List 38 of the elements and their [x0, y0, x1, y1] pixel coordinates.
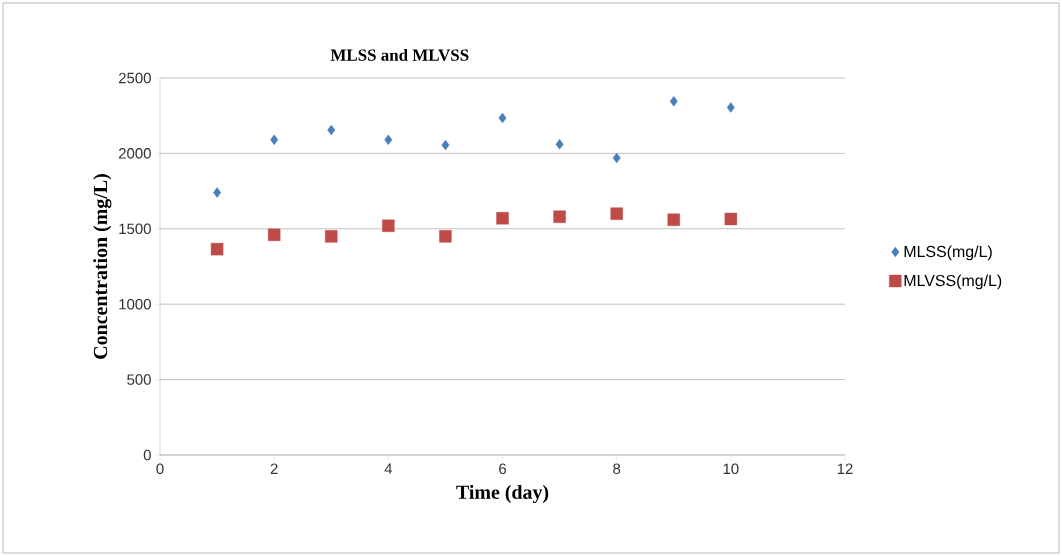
- x-tick-label: 2: [270, 463, 278, 474]
- y-tick-label: 2500: [119, 72, 151, 84]
- x-tick-label: 8: [613, 463, 621, 475]
- x-tick-label: 6: [499, 463, 507, 475]
- x-tick-label: 4: [384, 463, 393, 474]
- point: [669, 96, 678, 107]
- point: [213, 187, 222, 198]
- x-tick-label: 0: [156, 463, 164, 475]
- point: [726, 102, 735, 113]
- legend-label: MLSS(mg/L): [904, 245, 992, 261]
- x-axis-title: Time (day): [456, 484, 549, 504]
- y-tick-label: 500: [127, 374, 151, 385]
- point: [496, 212, 509, 225]
- y-tick-label: 1500: [119, 223, 151, 235]
- point: [327, 124, 336, 136]
- point: [610, 207, 623, 220]
- y-tick-label: 0: [143, 449, 151, 461]
- point: [555, 139, 564, 150]
- x-tick-label: 10: [723, 463, 739, 475]
- point: [210, 242, 224, 256]
- point: [325, 230, 338, 243]
- y-axis-title: Concentration (mg/L): [93, 174, 112, 359]
- y-tick-label: 1000: [119, 298, 151, 310]
- legend-label: MLVSS(mg/L): [904, 274, 1002, 290]
- x-tick-label: 12: [837, 463, 853, 474]
- point: [441, 139, 450, 151]
- point: [439, 230, 452, 243]
- point: [724, 212, 738, 226]
- point: [612, 152, 621, 164]
- point: [553, 210, 566, 223]
- point: [667, 213, 680, 226]
- point: [498, 112, 507, 124]
- point: [270, 134, 279, 146]
- chart-title: MLSS and MLVSS: [330, 48, 469, 61]
- y-tick-label: 2000: [119, 148, 151, 159]
- point: [267, 228, 281, 242]
- point: [384, 134, 393, 146]
- point: [382, 219, 395, 232]
